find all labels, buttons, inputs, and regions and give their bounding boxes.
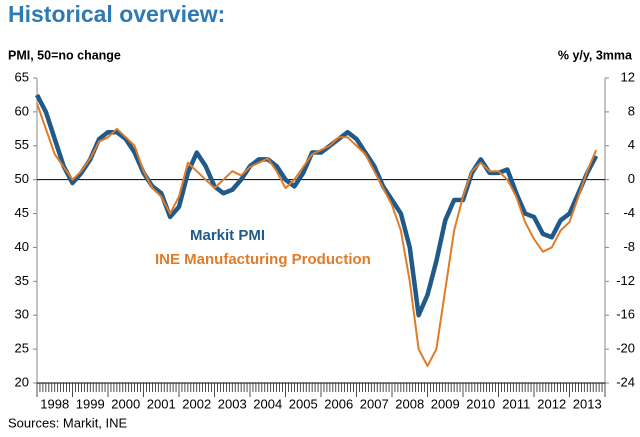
y-tick-label: 50 <box>15 171 29 186</box>
y2-tick-label: -8 <box>623 239 635 254</box>
x-tick-label: 2008 <box>395 396 424 411</box>
legend-label: Markit PMI <box>190 227 265 244</box>
x-tick-label: 2000 <box>111 396 140 411</box>
x-tick-label: 2003 <box>218 396 247 411</box>
y-tick-label: 65 <box>15 69 29 84</box>
x-tick-label: 2011 <box>502 396 530 411</box>
y2-tick-label: -16 <box>616 307 635 322</box>
series-line <box>36 103 598 368</box>
legend-label: INE Manufacturing Production <box>155 251 371 268</box>
x-tick-label: 2004 <box>253 396 282 411</box>
x-tick-label: 1999 <box>76 396 105 411</box>
y-tick-label: 45 <box>15 205 29 220</box>
source: Sources: Markit, INE <box>8 415 128 430</box>
y-tick-label: 60 <box>15 103 29 118</box>
y2-tick-label: -12 <box>616 273 635 288</box>
x-tick-label: 2001 <box>147 396 176 411</box>
y2-tick-label: 4 <box>628 137 635 152</box>
x-tick-label: 2009 <box>431 396 460 411</box>
y-tick-label: 25 <box>15 341 29 356</box>
y2-tick-label: 8 <box>628 103 635 118</box>
y-tick-label: 20 <box>15 374 29 389</box>
x-tick-label: 1998 <box>40 396 69 411</box>
x-tick-label: 2005 <box>289 396 318 411</box>
x-tick-label: 2006 <box>324 396 353 411</box>
x-tick-label: 2013 <box>573 396 602 411</box>
y2-tick-label: 0 <box>628 171 635 186</box>
y-tick-label: 40 <box>15 239 29 254</box>
y-tick-label: 35 <box>15 273 29 288</box>
y2-tick-label: 12 <box>621 69 635 84</box>
y-tick-label: 55 <box>15 137 29 152</box>
chart-title: Historical overview: <box>8 1 225 27</box>
y-tick-label: 30 <box>15 307 29 322</box>
x-tick-label: 2012 <box>537 396 566 411</box>
x-tick-label: 2007 <box>360 396 389 411</box>
y2-tick-label: -4 <box>623 205 635 220</box>
y-axis-label: PMI, 50=no change <box>8 48 121 62</box>
x-tick-label: 2002 <box>182 396 211 411</box>
series-line <box>35 93 599 318</box>
x-tick-label: 2010 <box>466 396 495 411</box>
y2-tick-label: -24 <box>616 374 635 389</box>
y2-tick-label: -20 <box>616 341 635 356</box>
y2-axis-label: % y/y, 3mma <box>558 48 633 62</box>
